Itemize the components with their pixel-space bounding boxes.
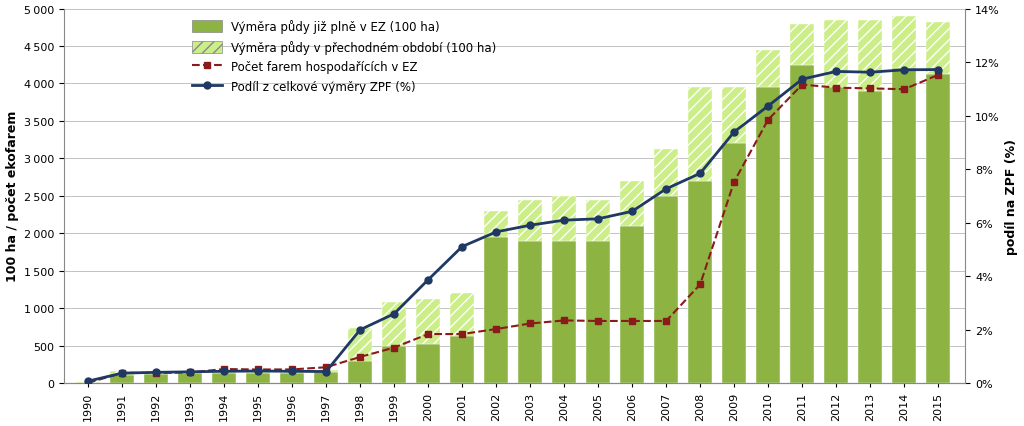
Bar	[858, 92, 882, 383]
Bar	[348, 361, 372, 383]
Bar	[416, 299, 440, 344]
Bar	[484, 211, 508, 237]
Bar	[791, 66, 814, 383]
Bar	[212, 371, 236, 373]
Bar	[246, 371, 270, 373]
Bar	[892, 69, 916, 383]
Bar	[654, 196, 678, 383]
Bar	[552, 241, 577, 383]
Bar	[518, 201, 542, 241]
Bar	[416, 344, 440, 383]
Bar	[76, 382, 100, 383]
Bar	[281, 373, 304, 383]
Bar	[824, 21, 848, 88]
Bar	[621, 226, 644, 383]
Bar	[348, 328, 372, 361]
Bar	[178, 371, 202, 374]
Bar	[722, 88, 746, 144]
Bar	[927, 75, 950, 383]
Bar	[314, 372, 338, 383]
Bar	[144, 372, 168, 374]
Bar	[451, 294, 474, 336]
Bar	[824, 88, 848, 383]
Bar	[382, 346, 406, 383]
Bar	[757, 88, 780, 383]
Bar	[586, 200, 610, 241]
Bar	[484, 237, 508, 383]
Bar	[757, 51, 780, 88]
Bar	[382, 302, 406, 346]
Bar	[178, 374, 202, 383]
Bar	[586, 241, 610, 383]
Bar	[722, 144, 746, 383]
Bar	[518, 241, 542, 383]
Y-axis label: podíl na ZPF (%): podíl na ZPF (%)	[1006, 138, 1019, 254]
Bar	[246, 373, 270, 383]
Bar	[552, 196, 577, 241]
Bar	[927, 23, 950, 75]
Bar	[892, 17, 916, 69]
Legend: Výměra půdy již plně v EZ (100 ha), Výměra půdy v přechodném období (100 ha), Po: Výměra půdy již plně v EZ (100 ha), Výmě…	[187, 15, 501, 98]
Bar	[281, 371, 304, 373]
Bar	[621, 181, 644, 226]
Bar	[212, 373, 236, 383]
Bar	[144, 374, 168, 383]
Bar	[314, 370, 338, 372]
Bar	[688, 88, 712, 181]
Bar	[858, 21, 882, 92]
Bar	[111, 375, 134, 383]
Y-axis label: 100 ha / počet ekofarem: 100 ha / počet ekofarem	[5, 111, 18, 282]
Bar	[791, 24, 814, 66]
Bar	[451, 336, 474, 383]
Bar	[688, 181, 712, 383]
Bar	[654, 150, 678, 196]
Bar	[111, 371, 134, 375]
